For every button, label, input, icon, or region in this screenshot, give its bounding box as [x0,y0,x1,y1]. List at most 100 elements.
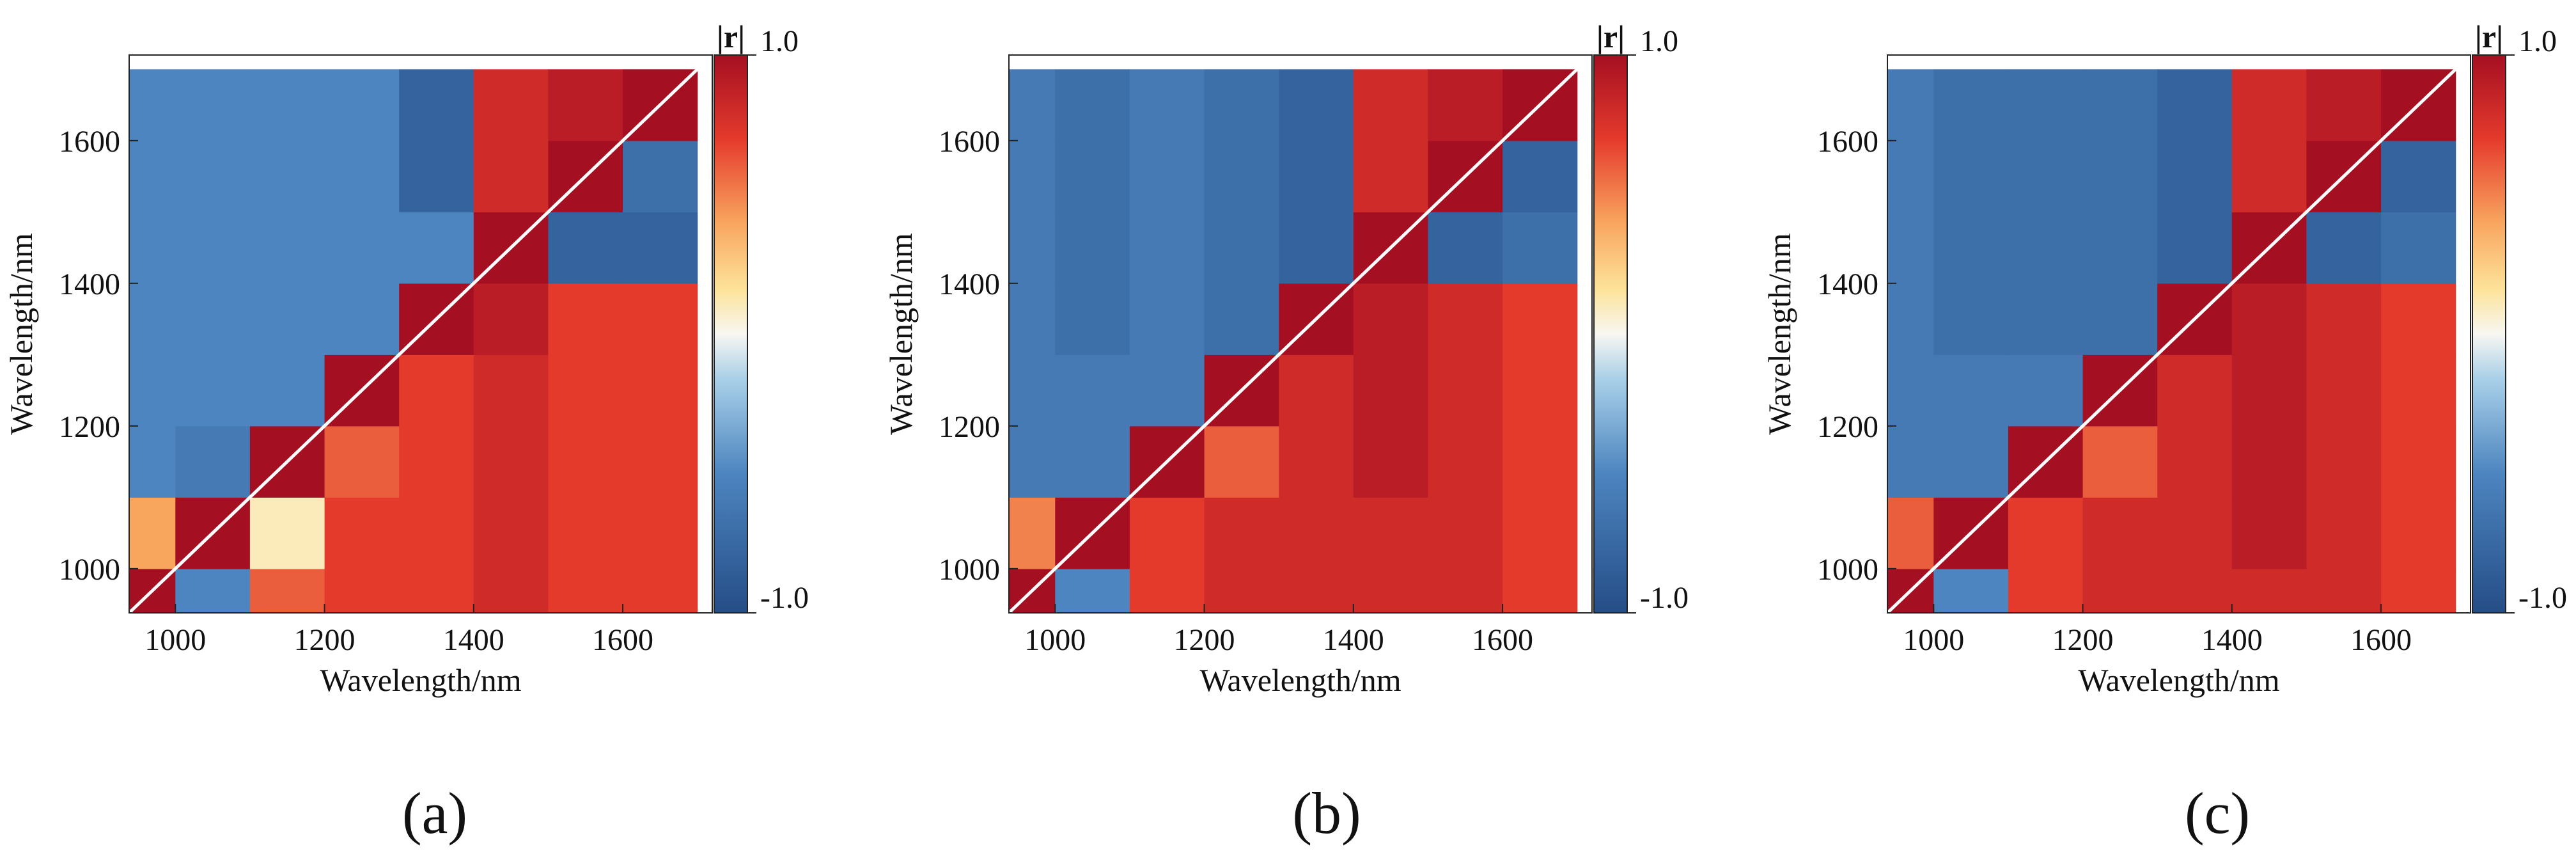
heatmap-cell [1204,497,1279,569]
heatmap-cell [1428,283,1503,355]
colorbar-gradient [714,54,748,614]
heatmap-cell [1129,69,1205,141]
heatmap-cell [623,568,698,614]
heatmap-cell [1279,212,1354,284]
heatmap-cell [1887,283,1934,355]
heatmap-cell [249,140,325,212]
x-tick-label: 1400 [443,623,504,657]
heatmap-cell [175,69,251,141]
heatmap-cell [1503,140,1578,212]
colorbar-min-label: -1.0 [760,581,809,615]
y-tick-label: 1200 [939,410,1000,444]
heatmap-cell [2008,354,2084,427]
heatmap-cell [1279,69,1354,141]
x-axis-title: Wavelength/nm [2078,662,2279,698]
heatmap-cell [1279,140,1354,212]
heatmap-cell [175,568,251,614]
heatmap-cell [1204,568,1279,614]
heatmap-cell [2306,425,2382,498]
heatmap-cell [548,425,623,498]
heatmap-cell [1009,425,1056,498]
plot-frame [1008,54,1593,614]
heatmap-cell [2306,497,2382,569]
heatmap-cell [1353,140,1428,212]
heatmap-cell [473,69,549,141]
heatmap-cell [2008,212,2084,284]
x-tick-label: 1200 [294,623,355,657]
colorbar-min-label: -1.0 [2518,581,2567,615]
heatmap-cell [2082,497,2158,569]
y-tick-label: 1600 [1817,125,1878,159]
heatmap-cell [399,497,474,569]
heatmap-cell [2231,497,2307,569]
heatmap-cell [2157,354,2233,427]
heatmap-cell [1279,568,1354,614]
y-tick-label: 1600 [59,125,120,159]
heatmap-cell [1204,69,1279,141]
heatmap-cell [1204,425,1279,498]
heatmap-cell [1204,283,1279,355]
heatmap-cell [2231,354,2307,427]
heatmap-cell [1129,354,1205,427]
heatmap-cell [1129,212,1205,284]
heatmap-cell [2008,283,2084,355]
heatmap-cell [324,568,400,614]
heatmap-cell [1204,140,1279,212]
heatmap-cell [1279,425,1354,498]
heatmap-cell [1009,69,1056,141]
heatmap-cell [1009,212,1056,284]
x-tick-label: 1600 [592,623,653,657]
heatmap-cell [1503,354,1578,427]
x-tick-label: 1200 [2052,623,2114,657]
colorbar-max-label: 1.0 [2518,24,2557,58]
y-tick-label: 1400 [1817,267,1878,301]
heatmap-cell [1428,354,1503,427]
diagonal-line [1008,54,1593,614]
heatmap-panel-b: 1000 1200 1400 1600 1000 1200 1400 1600 Waveleng… [883,19,1689,846]
heatmap-cell [1887,212,1934,284]
heatmap-cell [2381,497,2456,569]
colorbar-title: |r| [1596,19,1625,54]
heatmap-cell [1055,283,1130,355]
heatmap-cell [2231,140,2307,212]
y-tick-label: 1200 [1817,410,1878,444]
heatmap-cell [2306,568,2382,614]
x-tick-label: 1600 [1472,623,1533,657]
heatmap-cell [1129,140,1205,212]
heatmap-cell [399,425,474,498]
heatmap-cell [548,212,623,284]
heatmap-cell [249,568,325,614]
heatmap-cell [1055,212,1130,284]
heatmap-cell [2008,69,2084,141]
colorbar-gradient [1593,54,1628,614]
heatmap-cell [473,425,549,498]
heatmap-cell [129,69,176,141]
heatmap-cell [1009,283,1056,355]
heatmap-cell [1353,425,1428,498]
y-tick-label: 1400 [939,267,1000,301]
panel-caption: (a) [402,780,467,846]
heatmap-cell [2082,568,2158,614]
heatmap-cell [2306,283,2382,355]
heatmap-cell [1887,354,1934,427]
heatmap-cell [1353,354,1428,427]
heatmap-panel-a: 1000 1200 1400 1600 1000 1200 1400 1600 Waveleng… [3,19,809,846]
heatmap-cell [249,354,325,427]
heatmap-cell [473,283,549,355]
heatmap-cell [2008,140,2084,212]
heatmap-cell [2157,425,2233,498]
colorbar-max-label: 1.0 [760,24,799,58]
colorbar-title: |r| [717,19,745,54]
heatmap-cell [1055,69,1130,141]
heatmap-cell [129,212,176,284]
y-tick-label: 1200 [59,410,120,444]
y-axis-title: Wavelength/nm [3,233,39,434]
heatmap-cell [2157,140,2233,212]
heatmap-cell [1279,497,1354,569]
heatmap-cell [2381,425,2456,498]
heatmap-cell [2008,497,2084,569]
heatmap-cell [249,497,325,569]
colorbar-min-label: -1.0 [1640,581,1689,615]
colorbar-max-label: 1.0 [1640,24,1678,58]
y-tick-label: 1000 [1817,553,1878,587]
